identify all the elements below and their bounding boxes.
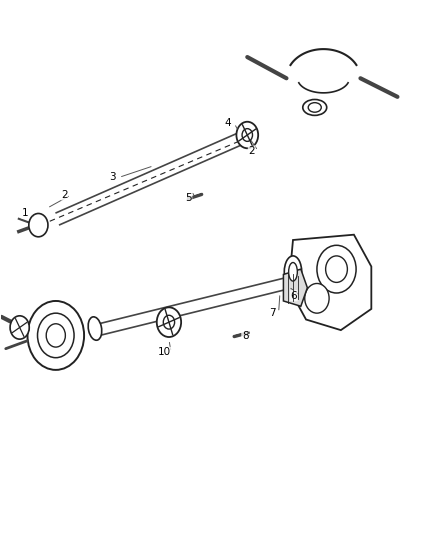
Circle shape (317, 245, 356, 293)
Ellipse shape (88, 317, 102, 340)
Ellipse shape (284, 256, 302, 288)
Ellipse shape (308, 103, 321, 112)
Text: 2: 2 (61, 190, 68, 200)
Circle shape (242, 128, 253, 141)
Circle shape (38, 313, 74, 358)
Circle shape (237, 122, 258, 148)
Text: 7: 7 (269, 308, 276, 318)
Text: 3: 3 (109, 172, 116, 182)
Ellipse shape (289, 263, 297, 281)
Text: 1: 1 (22, 208, 28, 219)
Polygon shape (289, 235, 371, 330)
Text: 8: 8 (242, 332, 248, 342)
Circle shape (46, 324, 65, 347)
Text: 9: 9 (159, 320, 166, 330)
Text: 6: 6 (290, 290, 297, 301)
Circle shape (29, 214, 48, 237)
Ellipse shape (303, 100, 327, 115)
Circle shape (325, 256, 347, 282)
Text: 4: 4 (224, 118, 231, 128)
Text: 10: 10 (158, 348, 171, 358)
Circle shape (10, 316, 29, 339)
Circle shape (157, 308, 181, 337)
Polygon shape (283, 269, 307, 306)
Circle shape (163, 316, 175, 329)
Text: 2: 2 (248, 146, 255, 156)
Circle shape (28, 301, 84, 370)
Text: 5: 5 (185, 192, 192, 203)
Circle shape (305, 284, 329, 313)
